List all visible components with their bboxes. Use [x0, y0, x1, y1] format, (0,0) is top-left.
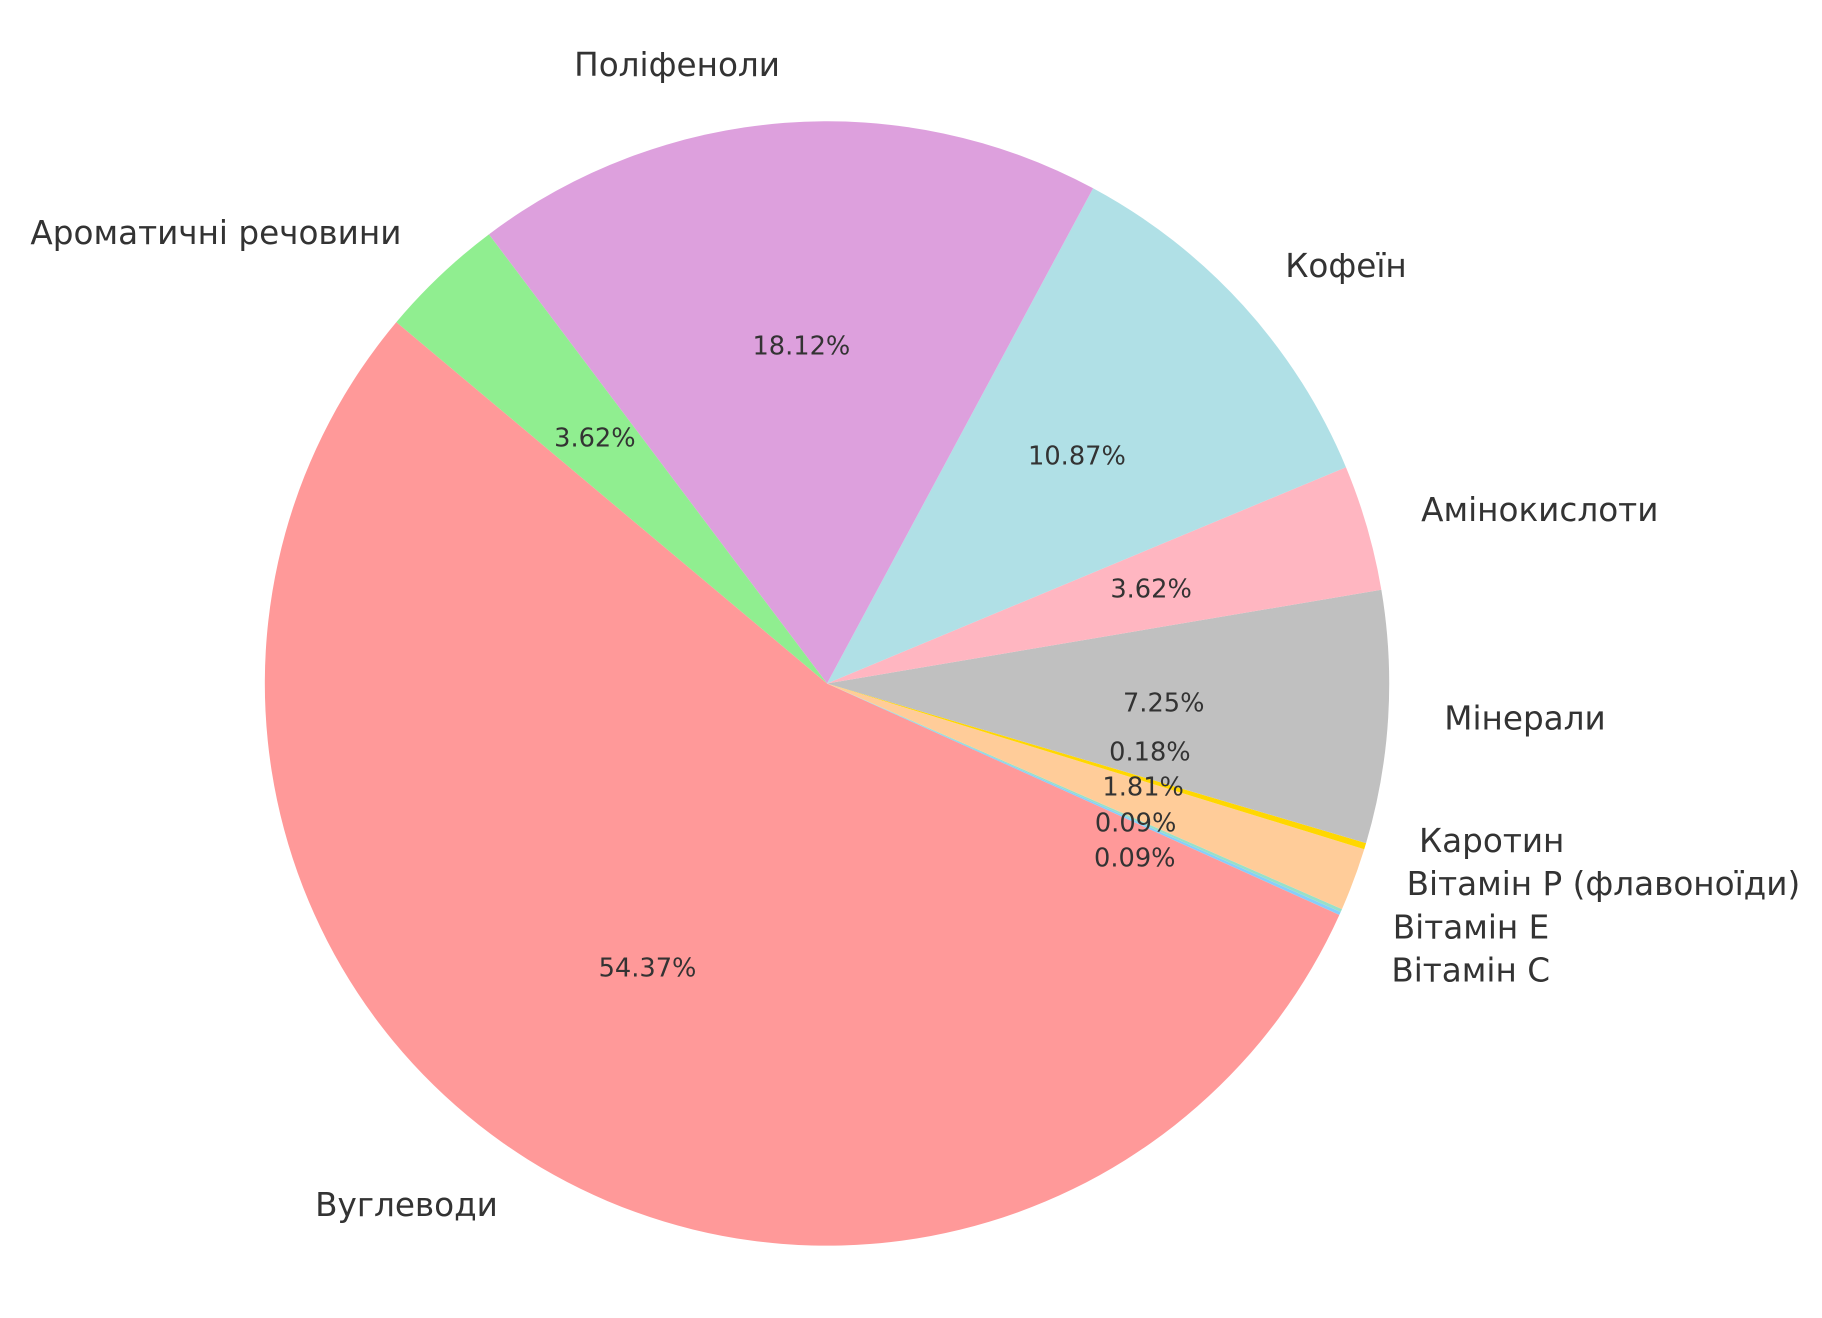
- slice-percent-label: 3.62%: [1110, 574, 1192, 604]
- pie-slice: [827, 683, 1342, 913]
- pie-slice: [264, 322, 1340, 1246]
- slice-label: Вітамін Р (флавоноїди): [1407, 865, 1801, 903]
- slice-label: Вітамін С: [1391, 951, 1550, 989]
- slice-percent-label: 7.25%: [1123, 688, 1205, 718]
- slice-percent-label: 54.37%: [599, 954, 697, 984]
- pie-slice: [827, 683, 1367, 850]
- slice-label: Амінокислоти: [1421, 491, 1658, 529]
- pie-slice: [827, 188, 1346, 684]
- slice-percent-label: 0.09%: [1094, 843, 1176, 873]
- slice-percent-label: 0.18%: [1109, 737, 1191, 767]
- slice-percent-label: 18.12%: [752, 332, 850, 362]
- slice-label: Ароматичні речовини: [30, 214, 401, 252]
- slice-label: Каротин: [1419, 822, 1564, 860]
- slice-percent-label: 3.62%: [554, 423, 636, 453]
- slice-percent-label: 0.09%: [1095, 808, 1177, 838]
- slice-label: Вуглеводи: [315, 1186, 498, 1224]
- slice-label: Вітамін Е: [1393, 909, 1550, 947]
- slice-label: Мінерали: [1444, 700, 1605, 738]
- slice-percent-label: 1.81%: [1102, 772, 1184, 802]
- pie-slice: [827, 467, 1382, 684]
- pie-slice: [827, 589, 1390, 844]
- pie-slice: [488, 121, 1094, 684]
- slice-labels: Вуглеводи 54.37% Вітамін С 0.09% Вітамін Е 0.…: [30, 46, 1800, 1224]
- slice-label: Поліфеноли: [574, 46, 780, 84]
- slice-percent-label: 10.87%: [1028, 441, 1126, 471]
- pie-slice: [827, 683, 1365, 910]
- pie-slices: [264, 121, 1390, 1246]
- slice-label: Кофеїн: [1285, 247, 1407, 285]
- pie-slice: [396, 234, 828, 684]
- pie-slice: [827, 683, 1341, 915]
